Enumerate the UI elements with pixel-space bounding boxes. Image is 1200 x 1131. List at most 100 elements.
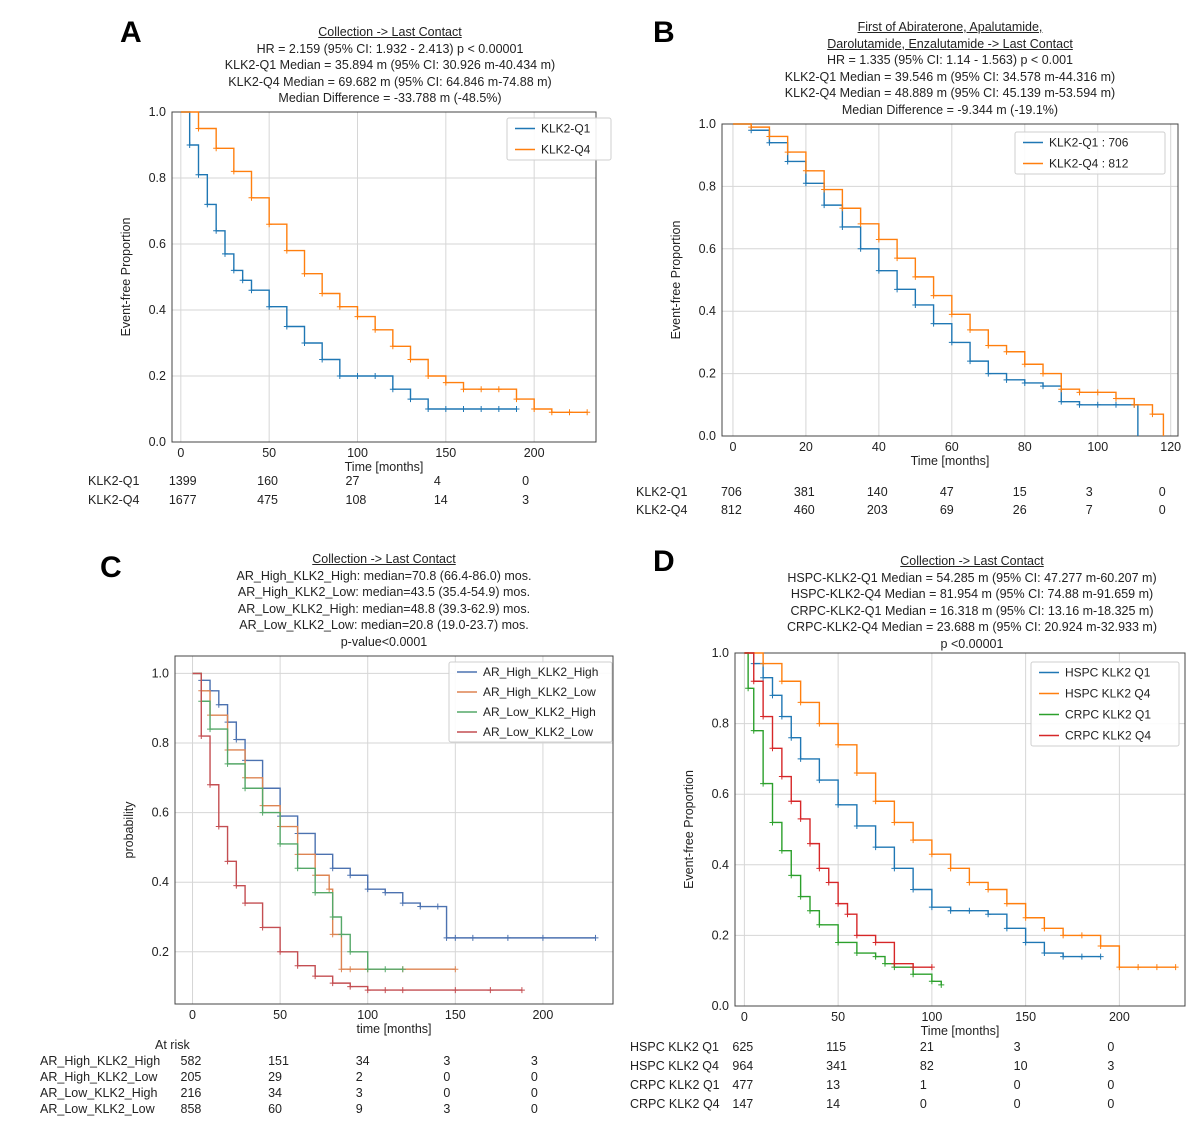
y-tick-label: 0.2: [149, 369, 166, 383]
censor-mark: [266, 221, 273, 228]
at-risk-value: 0: [522, 474, 530, 488]
at-risk-value: 706: [720, 485, 742, 499]
at-risk-value: 0: [919, 1097, 927, 1111]
censor-mark: [198, 733, 205, 740]
y-tick-label: 0.2: [152, 945, 169, 959]
censor-mark: [778, 773, 785, 780]
x-axis-label: time [months]: [356, 1022, 431, 1036]
at-risk-value: 10: [1013, 1059, 1028, 1073]
censor-mark: [354, 313, 361, 320]
censor-mark: [760, 674, 767, 681]
y-axis-label: Event-free Proportion: [669, 221, 683, 340]
censor-mark: [985, 370, 992, 377]
at-risk-value: 160: [257, 474, 279, 488]
at-risk-value: 60: [268, 1102, 283, 1116]
panel-letter-c: C: [100, 551, 122, 584]
chart-subtitle-line: HSPC-KLK2-Q4 Median = 81.954 m (95% CI: …: [790, 587, 1154, 601]
censor-mark: [802, 167, 809, 174]
chart-subtitle-line: CRPC-KLK2-Q1 Median = 16.318 m (95% CI: …: [790, 603, 1154, 618]
censor-mark: [312, 973, 319, 980]
at-risk-value: 1677: [168, 493, 197, 507]
km-curve-2: [744, 652, 1176, 968]
y-tick-label: 0.6: [712, 787, 729, 801]
censor-mark: [364, 886, 371, 893]
censor-mark: [460, 406, 467, 412]
censor-mark: [966, 879, 973, 886]
censor-mark: [283, 323, 290, 330]
censor-mark: [766, 133, 773, 140]
censor-mark: [835, 741, 842, 748]
censor-mark: [213, 145, 220, 152]
censor-mark: [248, 194, 255, 201]
censor-mark: [1040, 370, 1047, 377]
x-axis-label: Time [months]: [345, 460, 424, 474]
legend-label: CRPC KLK2 Q4: [1065, 729, 1151, 743]
at-risk-value: 205: [180, 1070, 202, 1084]
censor-mark: [230, 267, 237, 274]
at-risk-value: 477: [732, 1078, 754, 1092]
y-tick-label: 0.0: [149, 435, 166, 449]
x-tick-label: 100: [357, 1008, 378, 1022]
at-risk-value: 341: [826, 1059, 847, 1073]
censor-mark: [198, 677, 205, 684]
censor-mark: [198, 687, 205, 694]
chart-title: Collection -> Last Contact: [312, 552, 456, 566]
censor-mark: [1131, 401, 1138, 408]
censor-mark: [938, 981, 945, 988]
at-risk-row-label: AR_High_KLK2_High: [40, 1054, 161, 1068]
at-risk-value: 151: [268, 1054, 289, 1068]
panel-letter-a: A: [120, 16, 142, 49]
x-tick-label: 0: [177, 446, 184, 460]
censor-mark: [985, 911, 992, 918]
x-tick-label: 20: [799, 440, 813, 454]
at-risk-row-label: HSPC KLK2 Q4: [630, 1059, 719, 1073]
chart-subtitle-line: HSPC-KLK2-Q1 Median = 54.285 m (95% CI: …: [787, 570, 1157, 585]
legend-label: AR_Low_KLK2_Low: [483, 725, 593, 739]
legend-label: KLK2-Q1: [541, 122, 591, 136]
at-risk-value: 147: [732, 1097, 754, 1111]
at-risk-value: 381: [793, 485, 815, 499]
censor-mark: [745, 685, 752, 692]
censor-mark: [802, 180, 809, 187]
y-tick-label: 0.4: [699, 304, 716, 318]
censor-mark: [407, 396, 414, 403]
at-risk-value: 29: [268, 1070, 283, 1084]
censor-mark: [224, 760, 231, 767]
censor-mark: [816, 865, 823, 872]
censor-mark: [930, 320, 937, 327]
panel-letter-b: B: [653, 16, 675, 49]
censor-mark: [301, 270, 308, 277]
censor-mark: [294, 851, 301, 858]
censor-mark: [872, 953, 879, 960]
censor-mark: [487, 987, 494, 994]
at-risk-value: 14: [433, 493, 448, 507]
chart-subtitle-line: CRPC-KLK2-Q4 Median = 23.688 m (95% CI: …: [787, 620, 1157, 634]
at-risk-value: 0: [1107, 1097, 1115, 1111]
censor-mark: [382, 889, 389, 896]
y-tick-label: 0.8: [712, 717, 729, 731]
censor-mark: [259, 785, 266, 792]
censor-mark: [891, 960, 898, 967]
at-risk-value: 475: [257, 493, 279, 507]
censor-mark: [1003, 900, 1010, 907]
x-tick-label: 150: [445, 1008, 466, 1022]
y-tick-label: 1.0: [699, 117, 716, 131]
censor-mark: [1003, 376, 1010, 383]
censor-mark: [389, 386, 396, 393]
censor-mark: [1003, 348, 1010, 355]
y-axis-label: Event-free Proportion: [119, 218, 133, 337]
censor-mark: [1116, 964, 1123, 971]
at-risk-row-label: AR_Low_KLK2_Low: [40, 1102, 155, 1116]
at-risk-value: 15: [1012, 485, 1027, 499]
legend-label: KLK2-Q4: [541, 143, 591, 157]
censor-mark: [1058, 386, 1065, 393]
censor-mark: [207, 781, 214, 788]
censor-mark: [1060, 953, 1067, 960]
censor-mark: [452, 966, 459, 973]
censor-mark: [769, 819, 776, 826]
censor-mark: [948, 339, 955, 346]
at-risk-value: 3: [443, 1102, 451, 1116]
censor-mark: [319, 290, 326, 297]
legend-box: [506, 117, 612, 161]
at-risk-value: 1: [919, 1078, 927, 1092]
